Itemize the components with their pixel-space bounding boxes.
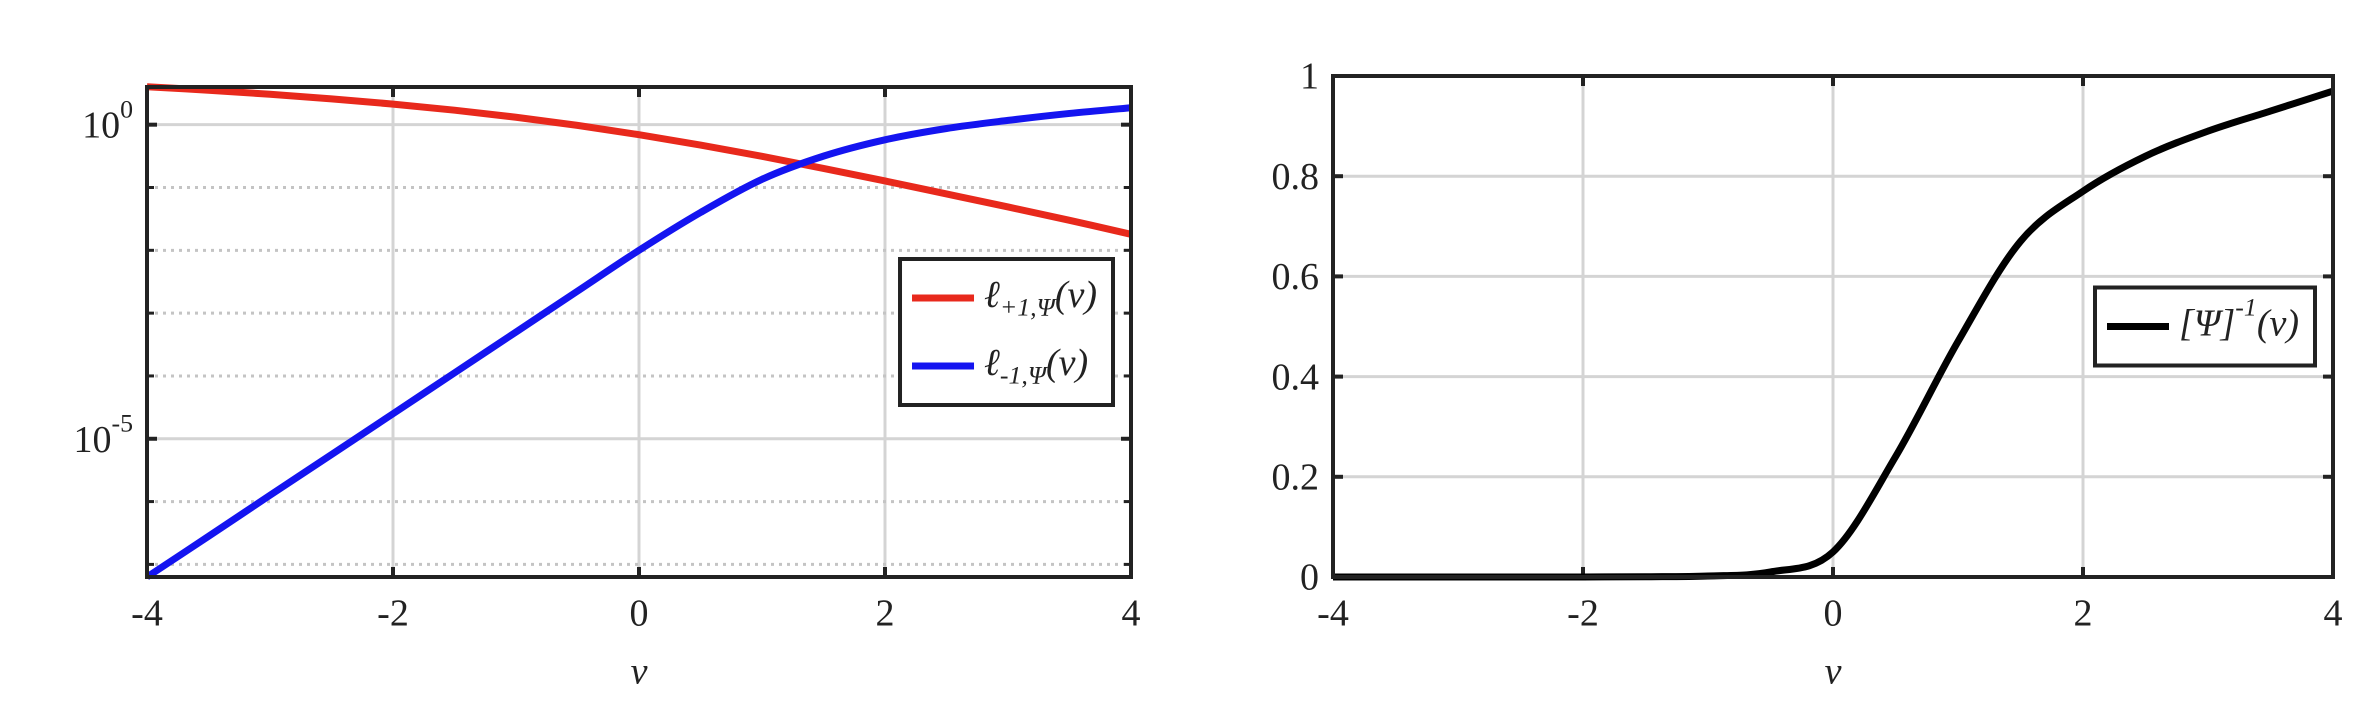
x-tick-label: 2 [876, 593, 895, 635]
y-tick-label: 0 [1300, 557, 1319, 599]
legend-label: ℓ+1,Ψ(v) [984, 274, 1097, 322]
x-axis-label: v [1825, 651, 1842, 693]
y-tick-label: 0.2 [1272, 457, 1320, 499]
x-tick-label: 4 [1122, 593, 1141, 635]
plot-frame [145, 85, 1133, 579]
x-tick-label: 4 [2324, 593, 2343, 635]
plot-frame [1331, 74, 2335, 579]
x-tick-label: -2 [377, 593, 409, 635]
x-axis-label: v [631, 651, 648, 693]
series-line [145, 104, 1132, 580]
y-tick-label: 10-5 [73, 409, 133, 461]
series-line [146, 83, 1132, 238]
y-tick-label: 100 [82, 95, 133, 147]
y-tick-label: 0.4 [1272, 356, 1320, 398]
legend: ℓ+1,Ψ(v) ℓ-1,Ψ(v) [898, 257, 1115, 407]
legend-box [898, 257, 1115, 407]
x-tick-label: 2 [2074, 593, 2093, 635]
y-tick-label: 0.8 [1272, 156, 1320, 198]
x-tick-label: 0 [630, 593, 649, 635]
legend: [Ψ]-1(v) [2093, 285, 2317, 368]
legend-label: [Ψ]-1(v) [2179, 292, 2299, 344]
x-tick-label: -4 [1317, 593, 1349, 635]
x-tick-label: -2 [1567, 593, 1599, 635]
x-tick-label: -4 [131, 593, 163, 635]
x-tick-label: 0 [1824, 593, 1843, 635]
y-tick-label: 1 [1300, 56, 1319, 98]
legend-label: ℓ-1,Ψ(v) [984, 342, 1088, 390]
y-tick-label: 0.6 [1272, 256, 1320, 298]
